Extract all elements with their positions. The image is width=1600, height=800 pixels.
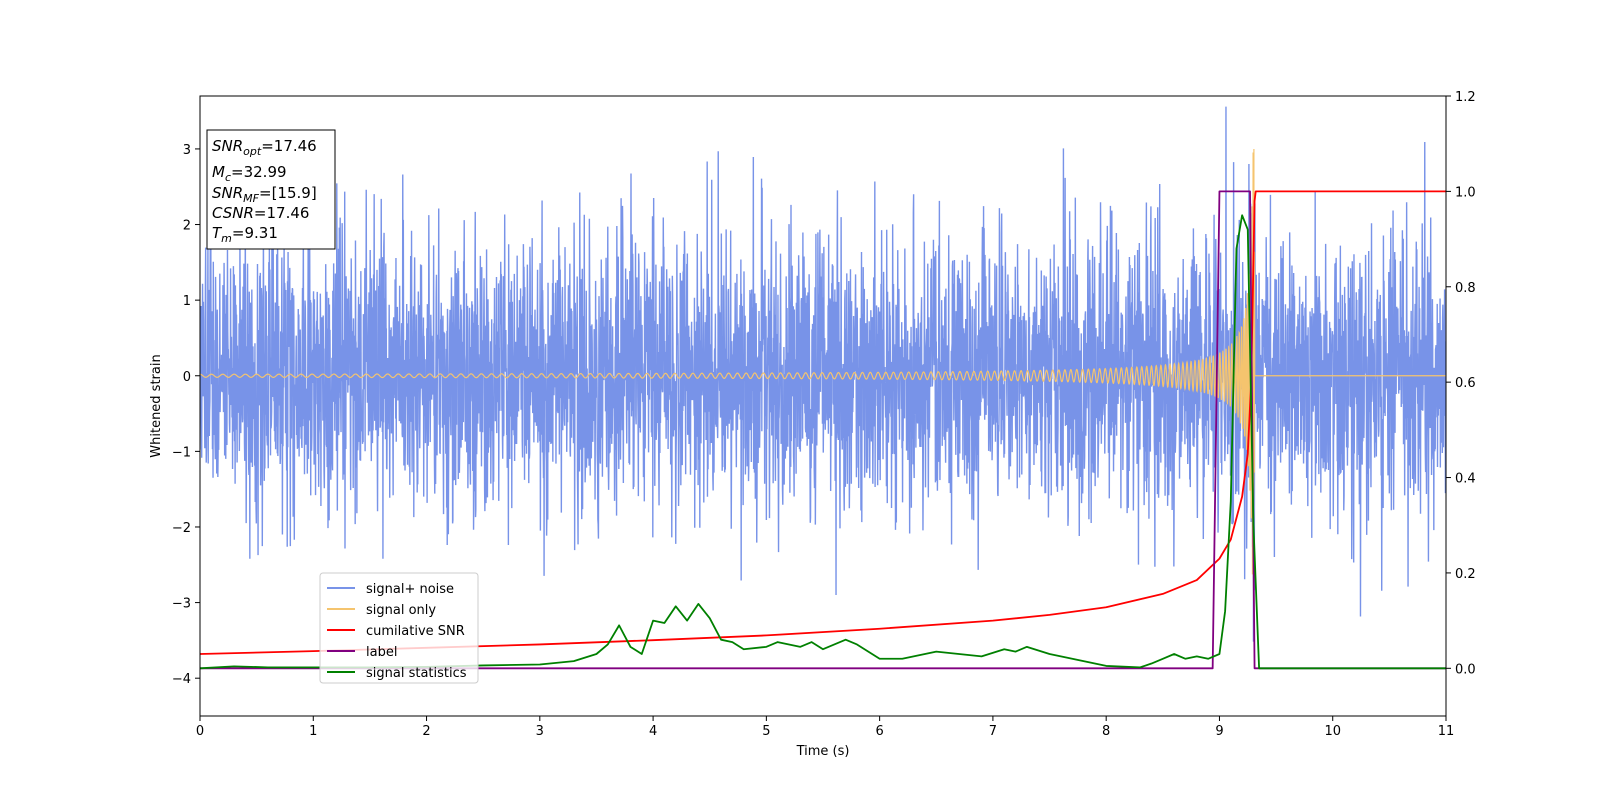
y-left-tick-label-0: −4 bbox=[172, 672, 191, 687]
y-right-tick-label-3: 0.6 bbox=[1455, 376, 1476, 391]
y-left-tick-label-7: 3 bbox=[183, 143, 191, 158]
legend-label-4: signal statistics bbox=[366, 666, 467, 681]
y-right-tick-label-0: 0.0 bbox=[1455, 662, 1476, 677]
y-left-tick-label-1: −3 bbox=[172, 597, 191, 612]
legend-label-0: signal+ noise bbox=[366, 582, 454, 597]
y-right-tick-label-2: 0.4 bbox=[1455, 472, 1476, 487]
x-axis-label: Time (s) bbox=[796, 744, 850, 759]
y-right-tick-label-6: 1.2 bbox=[1455, 90, 1476, 105]
plot-frame bbox=[199, 95, 1447, 717]
y-left-tick-label-2: −2 bbox=[172, 521, 191, 536]
info-box: SNRopt=17.46 Mc=32.99 SNRMF=[15.9] CSNR=… bbox=[206, 129, 336, 250]
series-signal-only bbox=[200, 148, 1446, 601]
x-tick-label-6: 6 bbox=[875, 724, 883, 739]
y-left-tick-label-5: 1 bbox=[183, 294, 191, 309]
series-layer bbox=[200, 106, 1446, 670]
series-signal-noise bbox=[200, 106, 1446, 642]
info-mc: Mc=32.99 bbox=[212, 163, 287, 184]
x-tick-label-11: 11 bbox=[1438, 724, 1455, 739]
legend-label-3: label bbox=[366, 645, 397, 660]
info-tm: Tm=9.31 bbox=[212, 224, 278, 245]
x-tick-label-7: 7 bbox=[989, 724, 997, 739]
x-tick-label-10: 10 bbox=[1324, 724, 1341, 739]
x-axis: 0 1 2 3 4 5 6 7 8 9 10 11 bbox=[196, 716, 1454, 739]
info-csnr: CSNR=17.46 bbox=[212, 204, 309, 222]
x-tick-label-3: 3 bbox=[536, 724, 544, 739]
x-tick-label-1: 1 bbox=[309, 724, 317, 739]
info-snr-mf: SNRMF=[15.9] bbox=[212, 184, 317, 205]
y-left-tick-label-6: 2 bbox=[183, 219, 191, 234]
x-tick-label-0: 0 bbox=[196, 724, 204, 739]
x-tick-label-9: 9 bbox=[1215, 724, 1223, 739]
legend-label-1: signal only bbox=[366, 603, 436, 618]
x-tick-label-2: 2 bbox=[422, 724, 430, 739]
x-tick-label-5: 5 bbox=[762, 724, 770, 739]
y-axis-label: Whitened strain bbox=[149, 354, 164, 457]
legend: signal+ noise signal only cumilative SNR la… bbox=[319, 572, 479, 684]
y-axis-left: −4 −3 −2 −1 0 1 2 3 bbox=[172, 143, 200, 687]
y-right-tick-label-1: 0.2 bbox=[1455, 567, 1476, 582]
x-tick-label-8: 8 bbox=[1102, 724, 1110, 739]
y-left-tick-label-4: 0 bbox=[183, 370, 191, 385]
x-tick-label-4: 4 bbox=[649, 724, 657, 739]
legend-label-2: cumilative SNR bbox=[366, 624, 465, 639]
info-snr-opt: SNRopt=17.46 bbox=[212, 137, 317, 158]
y-axis-right: 0.0 0.2 0.4 0.6 0.8 1.0 1.2 bbox=[1446, 90, 1476, 677]
y-left-tick-label-3: −1 bbox=[172, 445, 191, 460]
y-right-tick-label-4: 0.8 bbox=[1455, 281, 1476, 296]
series-signal-statistics bbox=[200, 214, 1446, 670]
y-right-tick-label-5: 1.0 bbox=[1455, 185, 1476, 200]
